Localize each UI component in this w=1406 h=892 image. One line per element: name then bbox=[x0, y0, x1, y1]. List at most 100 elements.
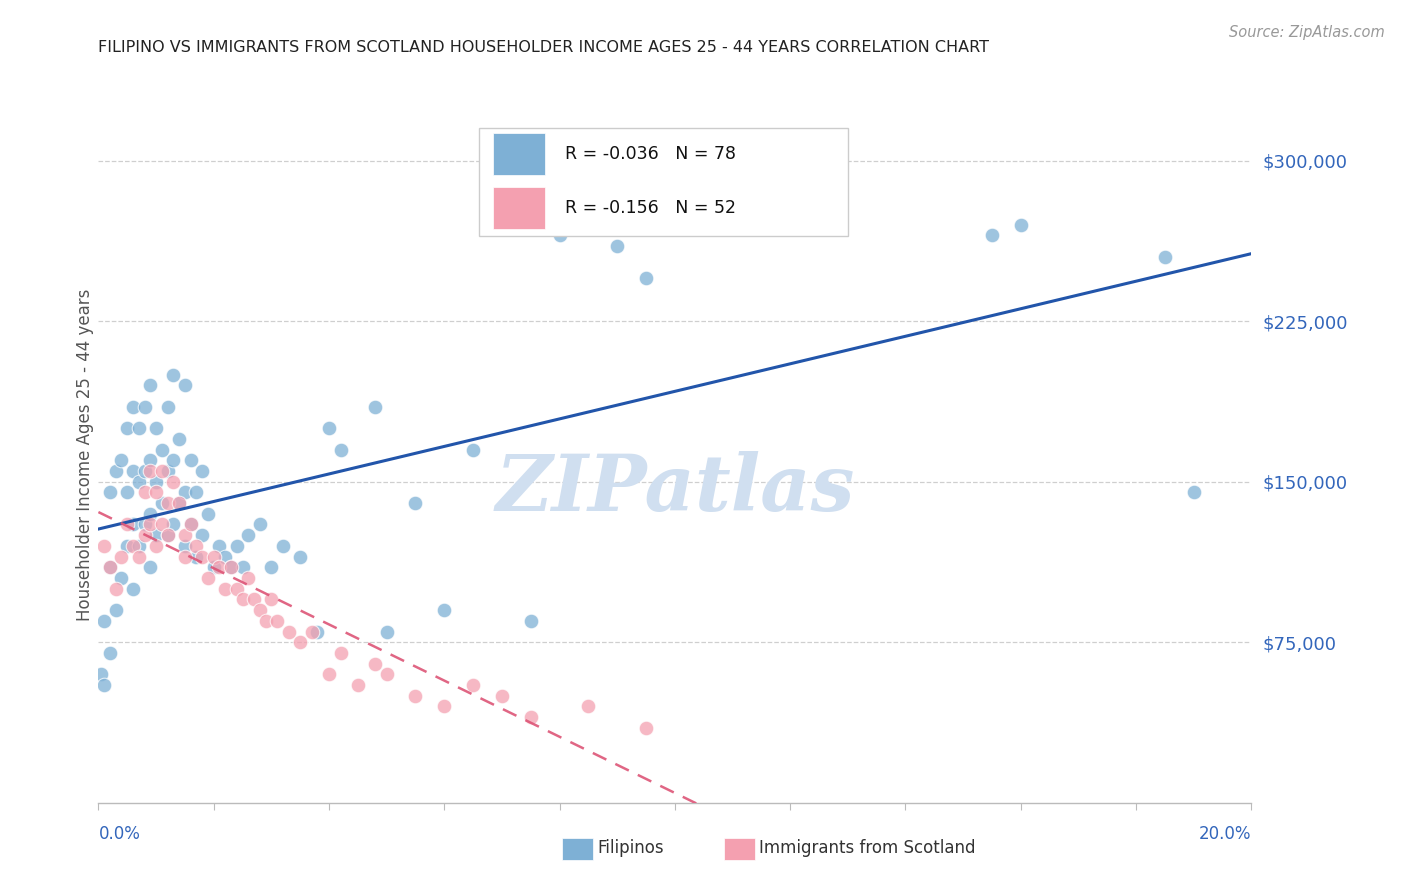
Point bbox=[191, 528, 214, 542]
Point bbox=[128, 549, 150, 564]
Text: R = -0.036   N = 78: R = -0.036 N = 78 bbox=[565, 145, 737, 163]
Text: 20.0%: 20.0% bbox=[1199, 825, 1251, 843]
Point bbox=[405, 496, 427, 510]
Point bbox=[128, 421, 150, 435]
Point bbox=[231, 592, 254, 607]
Point bbox=[266, 614, 288, 628]
Point bbox=[202, 549, 225, 564]
Point bbox=[122, 582, 145, 596]
Point bbox=[156, 496, 179, 510]
Point bbox=[578, 218, 600, 232]
Point bbox=[1182, 485, 1205, 500]
Point bbox=[197, 507, 219, 521]
Point bbox=[225, 582, 247, 596]
Point bbox=[1153, 250, 1175, 264]
Point bbox=[405, 689, 427, 703]
Point bbox=[104, 603, 127, 617]
Point bbox=[318, 421, 340, 435]
Point bbox=[174, 485, 197, 500]
Point bbox=[150, 464, 173, 478]
Point bbox=[117, 517, 138, 532]
Point bbox=[214, 582, 236, 596]
Point bbox=[364, 657, 387, 671]
Point bbox=[167, 496, 190, 510]
Point bbox=[134, 400, 156, 414]
Point bbox=[636, 721, 658, 735]
Y-axis label: Householder Income Ages 25 - 44 years: Householder Income Ages 25 - 44 years bbox=[76, 289, 94, 621]
Point bbox=[290, 635, 312, 649]
Point bbox=[254, 614, 277, 628]
Point bbox=[249, 603, 271, 617]
Point bbox=[139, 560, 162, 574]
Point bbox=[134, 485, 156, 500]
Point bbox=[290, 549, 312, 564]
Point bbox=[156, 400, 179, 414]
Point bbox=[167, 496, 190, 510]
Point bbox=[145, 475, 167, 489]
Point bbox=[318, 667, 340, 681]
Point bbox=[238, 528, 260, 542]
Point bbox=[162, 368, 184, 382]
Point bbox=[180, 517, 202, 532]
Point bbox=[90, 667, 112, 681]
Text: Immigrants from Scotland: Immigrants from Scotland bbox=[759, 839, 976, 857]
Point bbox=[98, 485, 121, 500]
Point bbox=[162, 517, 184, 532]
Point bbox=[191, 549, 214, 564]
Point bbox=[202, 560, 225, 574]
Point bbox=[346, 678, 368, 692]
Point bbox=[208, 539, 231, 553]
Point bbox=[364, 400, 387, 414]
Point bbox=[139, 507, 162, 521]
Point bbox=[433, 603, 456, 617]
Point bbox=[461, 442, 484, 457]
Point bbox=[433, 699, 456, 714]
Point bbox=[249, 517, 271, 532]
Point bbox=[139, 464, 162, 478]
Point bbox=[162, 475, 184, 489]
Point bbox=[636, 271, 658, 285]
Point bbox=[139, 453, 162, 467]
Point bbox=[162, 453, 184, 467]
Point bbox=[145, 485, 167, 500]
Point bbox=[174, 549, 197, 564]
Point bbox=[93, 614, 115, 628]
Point bbox=[606, 239, 628, 253]
Point bbox=[174, 539, 197, 553]
Point bbox=[145, 421, 167, 435]
Point bbox=[238, 571, 260, 585]
Point bbox=[145, 528, 167, 542]
Text: FILIPINO VS IMMIGRANTS FROM SCOTLAND HOUSEHOLDER INCOME AGES 25 - 44 YEARS CORRE: FILIPINO VS IMMIGRANTS FROM SCOTLAND HOU… bbox=[98, 40, 990, 55]
Point bbox=[260, 592, 283, 607]
Point bbox=[301, 624, 323, 639]
Point bbox=[981, 228, 1004, 243]
Point bbox=[307, 624, 329, 639]
Point bbox=[214, 549, 236, 564]
Point bbox=[1010, 218, 1032, 232]
Point bbox=[110, 549, 132, 564]
Point bbox=[98, 560, 121, 574]
Point bbox=[134, 528, 156, 542]
Point bbox=[122, 400, 145, 414]
Point bbox=[128, 539, 150, 553]
Point bbox=[186, 485, 208, 500]
Point bbox=[520, 710, 543, 724]
Point bbox=[104, 464, 127, 478]
Point bbox=[548, 228, 571, 243]
FancyBboxPatch shape bbox=[492, 134, 544, 175]
Point bbox=[98, 646, 121, 660]
Point bbox=[260, 560, 283, 574]
Point bbox=[134, 517, 156, 532]
Point bbox=[329, 646, 352, 660]
Point bbox=[98, 560, 121, 574]
Point bbox=[174, 528, 197, 542]
Point bbox=[219, 560, 242, 574]
Point bbox=[174, 378, 197, 392]
Text: ZIPatlas: ZIPatlas bbox=[495, 451, 855, 528]
Point bbox=[225, 539, 247, 553]
Point bbox=[122, 517, 145, 532]
Point bbox=[156, 528, 179, 542]
Point bbox=[117, 421, 138, 435]
Text: Source: ZipAtlas.com: Source: ZipAtlas.com bbox=[1229, 25, 1385, 40]
Point bbox=[243, 592, 266, 607]
